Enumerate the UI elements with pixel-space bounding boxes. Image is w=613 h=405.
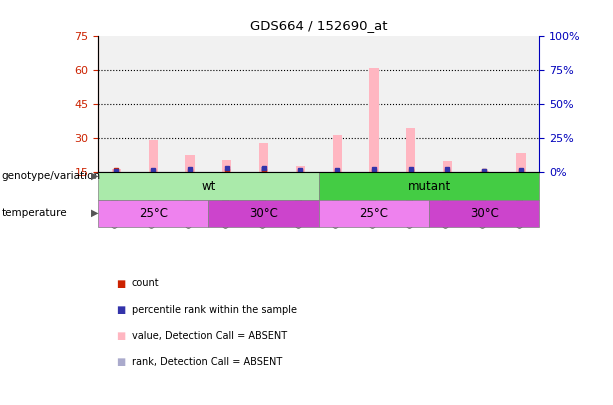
Bar (482, 169, 487, 173)
Bar (519, 168, 524, 173)
Bar (319, 200, 429, 227)
Text: 30°C: 30°C (470, 207, 499, 220)
Bar (333, 135, 342, 173)
Text: mutant: mutant (408, 179, 451, 192)
Text: ■: ■ (116, 305, 126, 315)
Text: genotype/variation: genotype/variation (1, 171, 101, 181)
Bar (223, 160, 232, 173)
Bar (445, 168, 450, 173)
Bar (503, 36, 539, 173)
Bar (188, 168, 192, 173)
Bar (408, 167, 413, 173)
Bar (335, 168, 340, 173)
Bar (98, 200, 208, 227)
Text: ■: ■ (116, 279, 126, 288)
Bar (392, 36, 429, 173)
Bar (429, 36, 466, 173)
Bar (245, 36, 282, 173)
Text: wt: wt (201, 179, 216, 192)
Bar (480, 171, 489, 173)
Text: 25°C: 25°C (139, 207, 168, 220)
Bar (443, 161, 452, 173)
Bar (172, 36, 208, 173)
Text: count: count (132, 279, 159, 288)
Bar (516, 153, 526, 173)
Bar (369, 68, 378, 173)
Bar (466, 36, 503, 173)
Bar (319, 173, 539, 200)
Bar (149, 140, 158, 173)
Bar (98, 36, 135, 173)
Text: ■: ■ (116, 331, 126, 341)
Bar (371, 167, 376, 173)
Bar (261, 167, 266, 173)
Bar (135, 36, 172, 173)
Text: temperature: temperature (1, 208, 67, 217)
Bar (208, 36, 245, 173)
Bar (208, 200, 319, 227)
Text: 30°C: 30°C (249, 207, 278, 220)
Text: rank, Detection Call = ABSENT: rank, Detection Call = ABSENT (132, 358, 282, 367)
Text: 25°C: 25°C (359, 207, 389, 220)
Title: GDS664 / 152690_at: GDS664 / 152690_at (250, 19, 387, 32)
Bar (429, 200, 539, 227)
Bar (282, 36, 319, 173)
Bar (112, 169, 121, 173)
Text: value, Detection Call = ABSENT: value, Detection Call = ABSENT (132, 331, 287, 341)
Bar (296, 166, 305, 173)
Bar (406, 128, 416, 173)
Text: ▶: ▶ (91, 208, 98, 217)
Text: percentile rank within the sample: percentile rank within the sample (132, 305, 297, 315)
Bar (259, 143, 268, 173)
Bar (151, 168, 156, 173)
Text: ▶: ▶ (91, 171, 98, 181)
Bar (356, 36, 392, 173)
Bar (98, 173, 319, 200)
Bar (114, 168, 119, 173)
Text: ■: ■ (116, 358, 126, 367)
Bar (319, 36, 356, 173)
Bar (186, 156, 195, 173)
Bar (298, 169, 303, 173)
Bar (224, 167, 229, 173)
